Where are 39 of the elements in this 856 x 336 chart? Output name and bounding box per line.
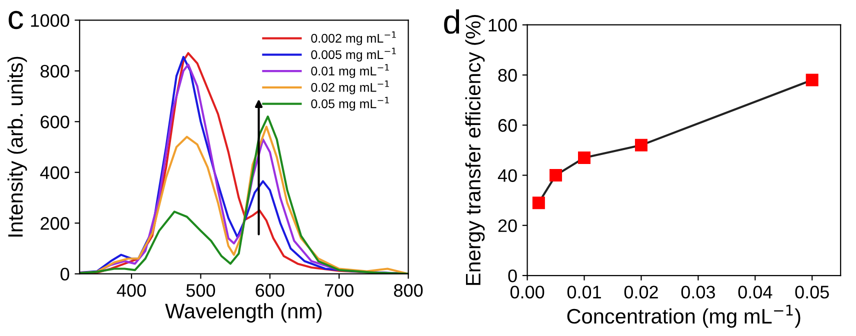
chart-title: c [8, 10, 24, 30]
legend-label: 0.005 mg mL$^{−1}$ [311, 48, 396, 62]
y-tick-label: 1000 [31, 14, 70, 27]
y-tick-label: 200 [40, 217, 70, 230]
x-tick-label: 600 [256, 284, 284, 297]
x-tick-label: 0.05 [795, 286, 829, 299]
x-tick-label: 800 [394, 284, 423, 297]
x-tick-label: 0.01 [567, 286, 601, 299]
y-tick-label: 80 [498, 68, 517, 82]
y-tick-label: 20 [498, 219, 517, 232]
y-tick-label: 40 [498, 169, 517, 182]
legend-label: 0.05 mg mL$^{−1}$ [311, 96, 389, 111]
x-tick-label: 0.04 [738, 286, 772, 299]
x-tick-label: 0.00 [510, 286, 544, 299]
legend-label: 0.002 mg mL$^{−1}$ [311, 31, 396, 46]
point [550, 169, 562, 182]
y-tick-label: 400 [40, 166, 70, 180]
x-tick-label: 700 [324, 284, 354, 297]
y-tick-label: 100 [488, 18, 517, 32]
legend-label: 0.02 mg mL$^{−1}$ [311, 80, 389, 94]
y-tick-label: 0 [508, 269, 517, 282]
y-tick-label: 800 [40, 64, 70, 78]
chart-title: d [444, 9, 460, 34]
x-tick-label: 0.02 [624, 286, 658, 299]
point [806, 74, 818, 86]
y-axis-title: Intensity (arb. units) [8, 56, 27, 237]
point [532, 196, 545, 210]
x-tick-label: 0.03 [681, 286, 715, 299]
point [578, 151, 591, 164]
x-tick-label: 500 [186, 284, 216, 297]
y-tick-label: 60 [498, 119, 517, 132]
x-axis-title: Concentration (mg mL$^{−1}$) [567, 304, 800, 328]
x-tick-label: 400 [116, 284, 146, 297]
y-axis-title: Energy transfer efficiency (%) [465, 15, 485, 285]
y-tick-label: 0 [60, 268, 70, 281]
point [634, 138, 648, 152]
x-axis-title: Wavelength (nm) [165, 303, 322, 323]
y-tick-label: 600 [40, 116, 70, 128]
legend-label: 0.01 mg mL$^{−1}$ [311, 64, 389, 78]
